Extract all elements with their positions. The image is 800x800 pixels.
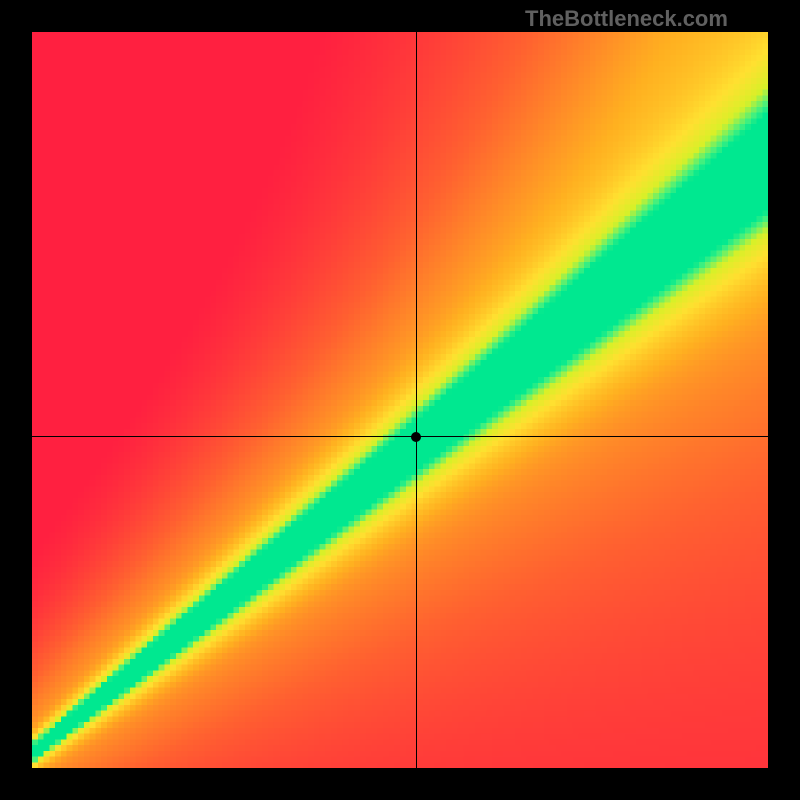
crosshair-marker xyxy=(411,432,421,442)
heatmap-canvas xyxy=(32,32,768,768)
heatmap-plot-area xyxy=(32,32,768,768)
crosshair-vertical xyxy=(416,32,417,768)
watermark-text: TheBottleneck.com xyxy=(525,6,728,32)
crosshair-horizontal xyxy=(32,436,768,437)
